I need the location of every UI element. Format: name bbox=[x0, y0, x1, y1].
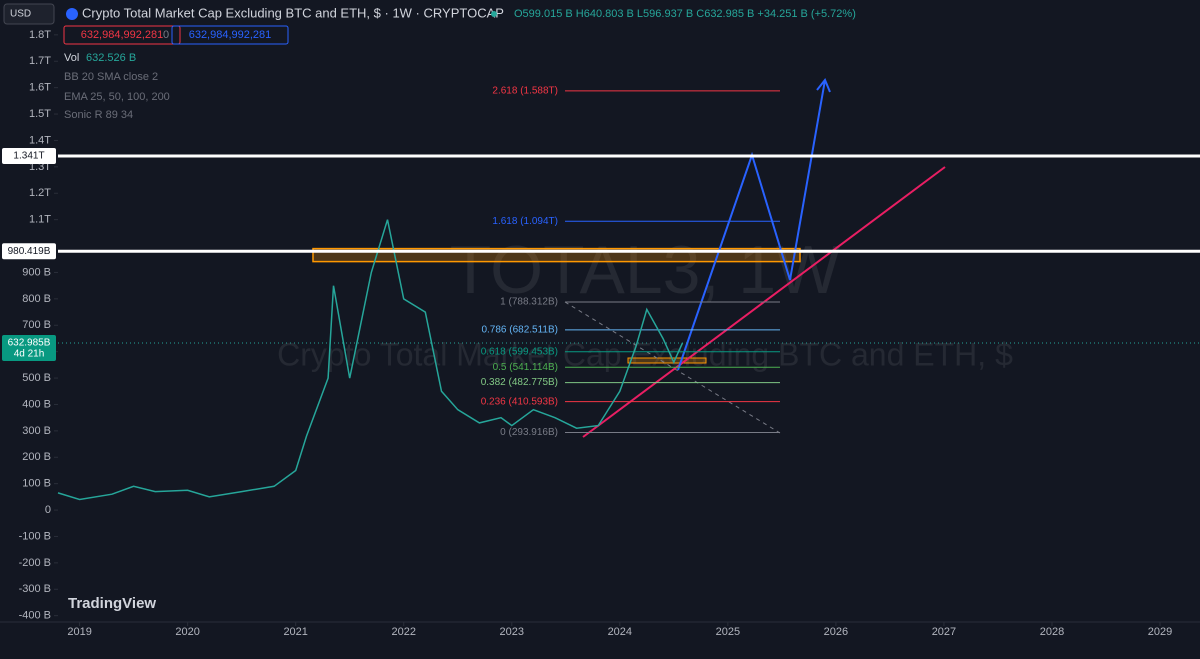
x-tick-label: 2023 bbox=[500, 626, 524, 638]
support-zone bbox=[627, 357, 707, 364]
y-tick-label: 200 B bbox=[22, 451, 51, 463]
projection-path bbox=[677, 79, 826, 371]
y-tick-label: 1.2T bbox=[29, 187, 51, 199]
level-label-box bbox=[2, 148, 56, 165]
x-tick-label: 2020 bbox=[175, 626, 199, 638]
fib-label: 0.786 (682.511B) bbox=[481, 325, 558, 336]
brand: TradingView bbox=[68, 595, 156, 612]
y-tick-label: 400 B bbox=[22, 398, 51, 410]
fib-label: 1.618 (1.094T) bbox=[492, 216, 558, 227]
current-price-box bbox=[2, 334, 56, 361]
y-tick-label: 700 B bbox=[22, 319, 51, 331]
brand-logo: TradingView bbox=[68, 595, 156, 612]
x-tick-label: 2022 bbox=[391, 626, 415, 638]
y-tick-label: -300 B bbox=[19, 583, 51, 595]
x-tick-label: 2021 bbox=[283, 626, 307, 638]
buy-box[interactable] bbox=[171, 25, 289, 45]
watermark-symbol: TOTAL3, 1W bbox=[450, 232, 840, 308]
y-tick-label: -100 B bbox=[19, 530, 51, 542]
fib-diagonal bbox=[564, 301, 781, 434]
projection-arrow bbox=[816, 78, 831, 93]
x-tick-label: 2029 bbox=[1148, 626, 1172, 638]
y-tick-label: 1.5T bbox=[29, 108, 51, 120]
plot-area: 2.618 (1.588T) 1.618 (1.094T) 1 (788.312B)… bbox=[57, 78, 946, 501]
fib-label: 1 (788.312B) bbox=[500, 297, 558, 308]
x-tick-label: 2026 bbox=[824, 626, 848, 638]
x-tick-label: 2019 bbox=[67, 626, 91, 638]
fib-label: 0.618 (599.453B) bbox=[481, 346, 558, 357]
fib-label: 2.618 (1.588T) bbox=[492, 85, 558, 96]
x-tick-label: 2027 bbox=[932, 626, 956, 638]
level-label-box bbox=[2, 243, 56, 260]
fib-label: 0 (293.916B) bbox=[500, 427, 558, 438]
y-tick-label: 0 bbox=[45, 504, 51, 516]
market-status bbox=[491, 11, 497, 17]
header: USD Crypto Total Market Cap Excluding BT… bbox=[3, 3, 856, 121]
symbol-icon bbox=[66, 8, 78, 20]
y-tick-label: 300 B bbox=[22, 425, 51, 437]
symbol-title[interactable]: Crypto Total Market Cap Excluding BTC an… bbox=[82, 5, 504, 20]
x-tick-label: 2028 bbox=[1040, 626, 1064, 638]
y-tick-label: 1.7T bbox=[29, 55, 51, 67]
spread: 0 bbox=[163, 29, 169, 41]
fib-label: 0.5 (541.114B) bbox=[493, 362, 558, 373]
y-tick-label: 1.8T bbox=[29, 29, 51, 41]
y-tick-label: 800 B bbox=[22, 293, 51, 305]
y-tick-label: 100 B bbox=[22, 478, 51, 490]
y-tick-label: -400 B bbox=[19, 610, 51, 622]
y-tick-label: 900 B bbox=[22, 266, 51, 278]
y-tick-label: 1.1T bbox=[29, 214, 51, 226]
indicator[interactable]: Sonic R 89 34 bbox=[64, 109, 133, 121]
sell-box[interactable] bbox=[63, 25, 181, 45]
current-price-label: 632.985B bbox=[8, 338, 51, 349]
y-tick-label: 500 B bbox=[22, 372, 51, 384]
price-line bbox=[57, 219, 684, 501]
level-label: 1.341T bbox=[13, 151, 44, 162]
volume-label: Vol bbox=[64, 52, 79, 64]
fib-label: 0.382 (482.775B) bbox=[481, 377, 558, 388]
y-tick-label: 1.6T bbox=[29, 82, 51, 94]
indicator[interactable]: EMA 25, 50, 100, 200 bbox=[64, 91, 170, 103]
fib-label: 0.236 (410.593B) bbox=[481, 396, 558, 407]
y-tick-label: -200 B bbox=[19, 557, 51, 569]
volume-value: 632.526 B bbox=[86, 52, 136, 64]
ohlc: O599.015 B H640.803 B L596.937 B C632.98… bbox=[514, 8, 856, 20]
currency-select[interactable] bbox=[3, 3, 55, 25]
buy-price[interactable]: 632,984,992,281 bbox=[189, 29, 272, 41]
indicator[interactable]: BB 20 SMA close 2 bbox=[64, 71, 158, 83]
sell-price[interactable]: 632,984,992,281 bbox=[81, 29, 164, 41]
x-tick-label: 2025 bbox=[716, 626, 740, 638]
level-label: 980.419B bbox=[8, 246, 51, 257]
x-tick-label: 2024 bbox=[608, 626, 632, 638]
currency[interactable]: USD bbox=[10, 9, 31, 20]
countdown: 4d 21h bbox=[14, 349, 45, 360]
y-tick-label: 1.4T bbox=[29, 134, 51, 146]
